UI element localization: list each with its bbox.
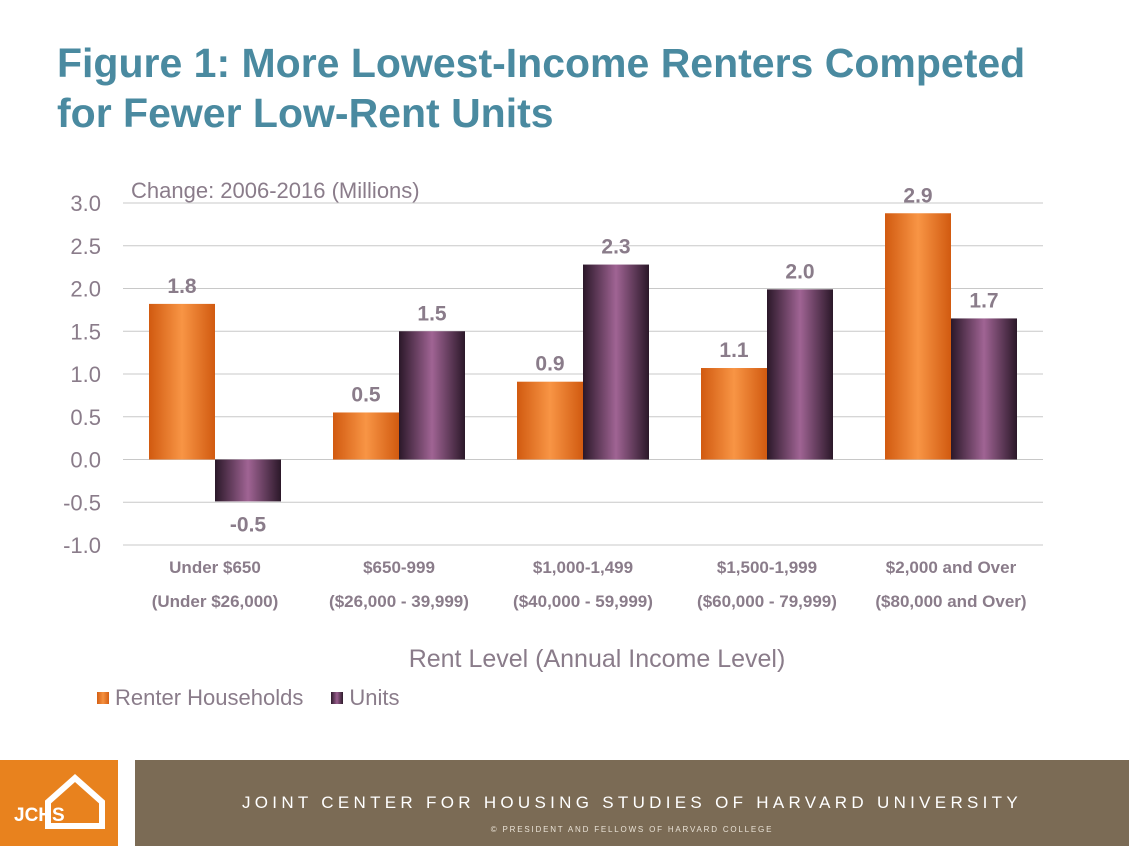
title-line-1: Figure 1: More Lowest-Income Renters Com… — [57, 40, 1026, 86]
x-tick-sublabel: ($80,000 and Over) — [875, 592, 1026, 611]
legend-label-renter: Renter Households — [115, 685, 304, 710]
legend-swatch-units — [331, 692, 344, 704]
x-tick-sublabel: ($60,000 - 79,999) — [697, 592, 837, 611]
y-tick-label: 2.0 — [70, 277, 101, 302]
x-tick-label: $2,000 and Over — [886, 558, 1017, 577]
bar-renter-households — [885, 213, 951, 460]
data-label: 2.3 — [601, 236, 630, 259]
footer-organization: JOINT CENTER FOR HOUSING STUDIES OF HARV… — [241, 793, 1023, 812]
x-tick-sublabel: (Under $26,000) — [152, 592, 279, 611]
bar-renter-households — [517, 381, 583, 460]
y-tick-label: 1.5 — [70, 319, 101, 344]
legend-item-units: Units — [331, 685, 399, 711]
jchs-logo: JCHS — [0, 760, 118, 846]
y-tick-label: 0.5 — [70, 405, 101, 430]
footer-banner: JOINT CENTER FOR HOUSING STUDIES OF HARV… — [135, 760, 1129, 846]
bar-renter-households — [701, 368, 767, 460]
legend-item-renter-households: Renter Households — [97, 685, 303, 711]
data-label: 1.5 — [417, 302, 447, 325]
bar-renter-households — [149, 303, 215, 460]
data-label: 2.9 — [903, 184, 932, 207]
bar-units — [767, 289, 833, 460]
legend-label-units: Units — [349, 685, 400, 710]
title-line-2: for Fewer Low-Rent Units — [57, 90, 554, 136]
chart-subtitle: Change: 2006-2016 (Millions) — [131, 178, 420, 203]
chart-legend: Renter Households Units — [97, 685, 427, 711]
bar-chart: 3.0 2.5 2.0 1.5 1.0 0.5 0.0 -0.5 -1.0 1.8 -0.5 Unde… — [63, 178, 1043, 673]
logo-text: JCHS — [14, 805, 65, 826]
bar-units — [583, 264, 649, 460]
bar-units — [215, 459, 281, 502]
data-label: 1.7 — [969, 289, 998, 312]
y-tick-label: 0.0 — [70, 448, 101, 473]
y-tick-label: 2.5 — [70, 234, 101, 259]
x-tick-label: $1,500-1,999 — [717, 558, 817, 577]
y-tick-label: -0.5 — [63, 490, 101, 515]
page-title: Figure 1: More Lowest-Income Renters Com… — [57, 38, 1097, 138]
x-axis-title: Rent Level (Annual Income Level) — [409, 645, 786, 673]
house-icon — [45, 773, 105, 829]
x-tick-label: Under $650 — [169, 558, 261, 577]
bar-units — [399, 331, 465, 460]
x-tick-label: $650-999 — [363, 558, 435, 577]
data-label: 1.8 — [167, 275, 197, 298]
bar-renter-households — [333, 412, 399, 460]
legend-swatch-renter — [97, 692, 109, 704]
x-tick-sublabel: ($26,000 - 39,999) — [329, 592, 469, 611]
data-label: 0.5 — [351, 383, 381, 406]
y-tick-label: -1.0 — [63, 533, 101, 558]
y-tick-label: 3.0 — [70, 191, 101, 216]
x-tick-label: $1,000-1,499 — [533, 558, 633, 577]
data-label: 1.1 — [719, 339, 749, 362]
data-label: -0.5 — [230, 513, 267, 536]
footer-copyright: © PRESIDENT AND FELLOWS OF HARVARD COLLE… — [490, 825, 774, 834]
x-tick-sublabel: ($40,000 - 59,999) — [513, 592, 653, 611]
y-tick-label: 1.0 — [70, 362, 101, 387]
bar-units — [951, 318, 1017, 460]
data-label: 0.9 — [535, 353, 564, 376]
data-label: 2.0 — [785, 260, 814, 283]
